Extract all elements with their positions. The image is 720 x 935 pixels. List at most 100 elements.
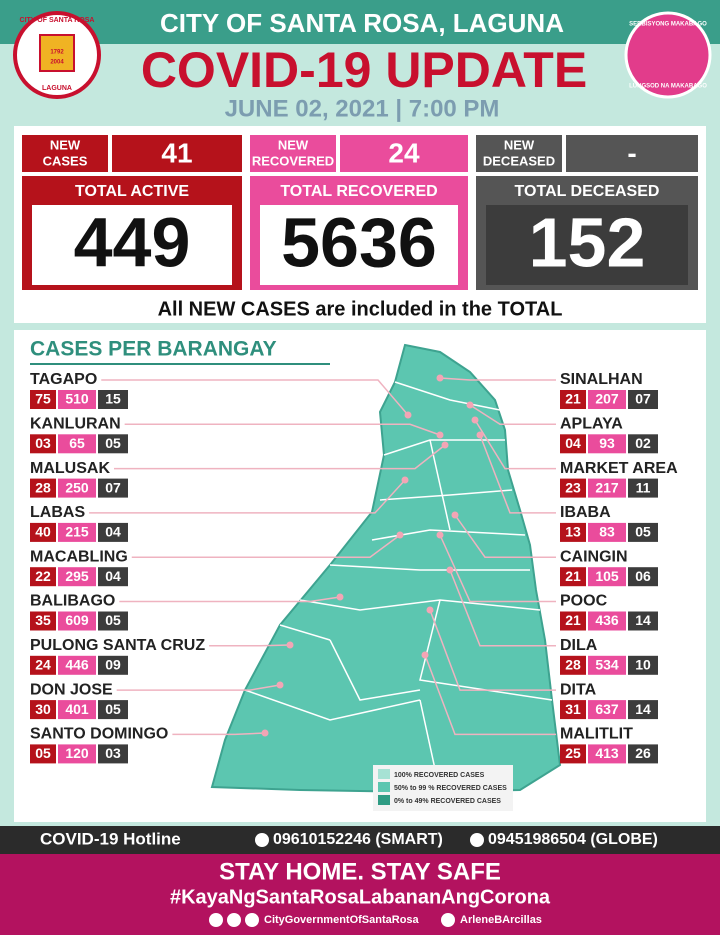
- map-dot: [404, 411, 412, 419]
- count-active: 75: [35, 391, 51, 407]
- social-icon: [441, 913, 455, 927]
- count-box: [628, 744, 658, 764]
- count-deceased: 09: [105, 657, 121, 673]
- barangay-name: POOC: [560, 593, 608, 610]
- count-recovered: 250: [65, 479, 89, 495]
- count-active: 28: [565, 657, 581, 673]
- barangay-name: TAGAPO: [30, 371, 97, 388]
- count-box: [560, 522, 586, 542]
- map-dot: [401, 476, 409, 484]
- map-borders: [244, 381, 553, 793]
- count-box: [560, 434, 586, 454]
- leader-line: [429, 609, 556, 691]
- count-active: 30: [35, 701, 51, 717]
- count-active: 24: [35, 657, 51, 673]
- map-dot: [421, 651, 429, 659]
- map-dot: [286, 641, 294, 649]
- barangay-name: LABAS: [30, 504, 85, 521]
- leader-line: [449, 569, 556, 647]
- count-recovered: 83: [599, 524, 615, 540]
- barangay-name: MALUSAK: [30, 460, 110, 477]
- new-label: NEW: [278, 137, 309, 152]
- new-label-box: [22, 135, 108, 172]
- count-recovered: 510: [65, 391, 89, 407]
- map-dot: [426, 606, 434, 614]
- new-label-box: [476, 135, 562, 172]
- count-box: [98, 434, 128, 454]
- leader-line: [469, 404, 556, 426]
- count-box: [98, 744, 128, 764]
- legend-box: [373, 765, 513, 811]
- count-active: 40: [35, 524, 51, 540]
- barangay-name: SINALHAN: [560, 371, 643, 388]
- count-box: [30, 700, 56, 720]
- barangay-name: MARKET AREA: [560, 460, 678, 477]
- count-box: [30, 655, 56, 675]
- count-box: [58, 390, 96, 409]
- seal-arch: [39, 34, 75, 72]
- count-active: 21: [565, 391, 581, 407]
- leader-line: [454, 514, 556, 558]
- barangay-name: CAINGIN: [560, 548, 628, 565]
- count-box: [58, 478, 96, 498]
- count-box: [588, 655, 626, 675]
- count-deceased: 05: [635, 524, 651, 540]
- seal-text: 1792: [50, 50, 64, 56]
- leader-line: [439, 534, 556, 603]
- count-box: [98, 390, 128, 409]
- new-label: NEW: [504, 137, 535, 152]
- total-inner: [260, 205, 458, 285]
- top-strip: [0, 0, 720, 44]
- count-recovered: 217: [595, 479, 619, 495]
- total-label: TOTAL RECOVERED: [280, 183, 437, 200]
- count-box: [98, 478, 128, 498]
- phone-icon: [470, 833, 484, 847]
- count-box: [588, 390, 626, 409]
- count-deceased: 07: [635, 391, 651, 407]
- count-recovered: 413: [595, 745, 619, 761]
- count-deceased: 06: [635, 568, 651, 584]
- social-icon: [209, 913, 223, 927]
- new-value: 41: [161, 137, 192, 168]
- count-deceased: 02: [635, 435, 651, 451]
- seal-text: 2004: [50, 60, 64, 66]
- date: JUNE 02, 2021 | 7:00 PM: [225, 95, 500, 122]
- leader-line: [89, 479, 406, 514]
- count-box: [628, 655, 658, 675]
- count-deceased: 15: [105, 391, 121, 407]
- count-box: [628, 522, 658, 542]
- total-label: TOTAL ACTIVE: [75, 183, 189, 200]
- count-box: [30, 744, 56, 764]
- map-dot: [476, 431, 484, 439]
- count-box: [98, 700, 128, 720]
- count-box: [30, 567, 56, 587]
- count-active: 23: [565, 479, 581, 495]
- count-box: [560, 567, 586, 587]
- count-active: 35: [35, 612, 51, 628]
- count-recovered: 215: [65, 524, 89, 540]
- new-label: RECOVERED: [252, 153, 334, 168]
- map-dot: [446, 566, 454, 574]
- new-value-box: [566, 135, 698, 172]
- seal-text: CITY OF SANTA ROSA: [20, 17, 95, 24]
- leader-line: [119, 596, 341, 603]
- leader-line: [172, 732, 266, 736]
- hotline-label: COVID-19 Hotline: [40, 829, 181, 848]
- count-box: [588, 700, 626, 720]
- legend-label: 50% to 99 % RECOVERED CASES: [394, 785, 507, 792]
- barangay-name: KANLURAN: [30, 416, 121, 433]
- count-box: [628, 567, 658, 587]
- count-recovered: 401: [65, 701, 89, 717]
- count-recovered: 534: [595, 657, 619, 673]
- count-recovered: 120: [65, 745, 89, 761]
- count-deceased: 07: [105, 479, 121, 495]
- map-dot: [466, 401, 474, 409]
- leader-line: [116, 684, 281, 691]
- count-box: [30, 522, 56, 542]
- barangay-name: DILA: [560, 637, 598, 654]
- count-active: 25: [565, 745, 581, 761]
- total-label: TOTAL DECEASED: [515, 183, 660, 200]
- count-recovered: 609: [65, 612, 89, 628]
- total-value: 5636: [281, 203, 437, 281]
